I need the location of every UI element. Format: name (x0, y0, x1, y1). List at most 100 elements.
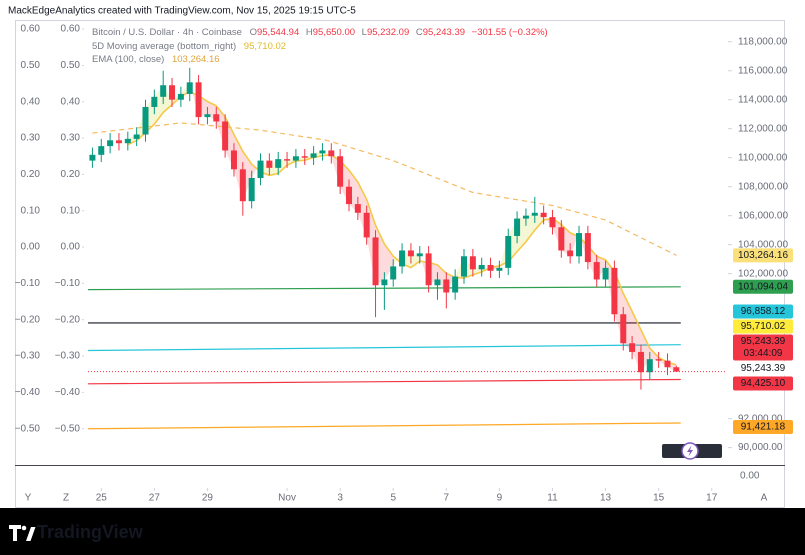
candle-body (390, 266, 397, 280)
candle-body (469, 256, 476, 270)
price-label: 103,264.16 (738, 250, 788, 261)
candle-body (213, 114, 220, 122)
replay-badge (662, 442, 722, 460)
price-label: 94,425.10 (741, 378, 786, 389)
logo-mark (9, 525, 21, 541)
candle-body (248, 177, 255, 202)
left-tick-label: −0.20 (15, 314, 41, 325)
candle-body (142, 106, 149, 135)
candle-body (576, 233, 583, 257)
logo-slash (26, 527, 36, 541)
x-tick-label: 27 (149, 493, 161, 504)
left-tick-label: 0.60 (21, 24, 41, 35)
price-label: 101,094.04 (738, 281, 788, 292)
candle-body (151, 96, 158, 107)
ma-band (410, 253, 420, 268)
left-tick-label: −0.10 (55, 278, 81, 289)
left-tick-label: −0.30 (55, 351, 81, 362)
x-tick-label: Nov (278, 493, 296, 504)
left-tick-label: 0.20 (21, 169, 41, 180)
trend-line (87, 378, 681, 385)
candle-body (363, 212, 370, 238)
candle-body (505, 235, 512, 268)
price-label-box (733, 361, 793, 376)
y-tick-label: 114,000.00 (738, 94, 788, 105)
candle-body (540, 212, 547, 218)
price-label: 95,243.39 (741, 363, 786, 374)
left-tick-label: 0.00 (61, 242, 81, 253)
ohlc-value: 95,544.94 (257, 27, 299, 38)
candle-body (584, 233, 591, 263)
left-tick-label: 0.50 (61, 60, 81, 71)
candle-body (133, 134, 140, 139)
candle-body (230, 150, 237, 170)
watermark: MackEdgeAnalytics created with TradingVi… (8, 6, 356, 17)
candle-body (522, 215, 529, 219)
legend-line: EMA (100, close) 103,264.16 (92, 54, 220, 65)
price-label-timer: 03:44:09 (744, 348, 783, 359)
candle-body (487, 264, 494, 271)
chart-frame (15, 20, 785, 508)
candle-body (567, 250, 574, 257)
y-tick-label: 104,000.00 (738, 239, 788, 250)
logo-dot (21, 525, 27, 531)
x-tick-label: 17 (706, 493, 718, 504)
price-label-box (733, 334, 793, 361)
y-tick-label: 118,000.00 (738, 36, 788, 47)
candle-body (319, 150, 326, 154)
price-label-box (733, 304, 793, 319)
left-tick-label: 0.40 (61, 96, 81, 107)
candle-body (292, 156, 299, 161)
candle-body (115, 140, 122, 144)
x-tick-label: 15 (653, 493, 665, 504)
candle-body (345, 186, 352, 205)
axis-corner: A (761, 493, 768, 504)
candle-body (186, 82, 193, 94)
candle-body (381, 279, 388, 286)
price-label: 95,243.39 (741, 336, 786, 347)
candle-body (443, 279, 450, 293)
left-tick-label: −0.30 (15, 351, 41, 362)
candle-body (169, 85, 176, 100)
y-tick-label: 108,000.00 (738, 181, 788, 192)
candle-body (310, 153, 317, 158)
candle-body (673, 367, 680, 372)
symbol: Bitcoin / U.S. Dollar · 4h · Coinbase (92, 27, 242, 38)
price-label: 96,858.12 (741, 306, 786, 317)
candle-body (514, 218, 521, 236)
left-tick-label: 0.30 (61, 133, 81, 144)
candle-body (496, 267, 503, 271)
candle-body (407, 250, 414, 257)
trend-line (87, 344, 681, 352)
candle-body (620, 314, 627, 344)
ma-band (525, 212, 535, 242)
y-tick-label: 116,000.00 (738, 65, 788, 76)
price-label: 91,421.18 (741, 422, 786, 433)
price-label-box (733, 248, 793, 263)
y-tick-label: 106,000.00 (738, 210, 788, 221)
price-label-box (733, 376, 793, 391)
left-tick-label: −0.50 (15, 423, 41, 434)
x-tick-label: 25 (96, 493, 108, 504)
ohlc-key: C (416, 27, 423, 38)
ohlc-value: 95,232.09 (367, 27, 409, 38)
candle-body (602, 267, 609, 280)
left-tick-label: −0.50 (55, 423, 81, 434)
axis-corner: Z (63, 493, 69, 504)
candle-body (257, 160, 264, 178)
price-label-box (733, 279, 793, 294)
candle-body (284, 159, 291, 161)
left-tick-label: −0.10 (15, 278, 41, 289)
candle-body (195, 82, 202, 118)
left-tick-label: 0.50 (21, 60, 41, 71)
candle-body (629, 343, 636, 352)
candle-body (222, 121, 229, 151)
candle-body (354, 204, 361, 213)
ohlc-value: 95,650.00 (313, 27, 355, 38)
left-tick-label: 0.40 (21, 96, 41, 107)
candle-body (328, 150, 335, 157)
left-tick-label: 0.20 (61, 169, 81, 180)
